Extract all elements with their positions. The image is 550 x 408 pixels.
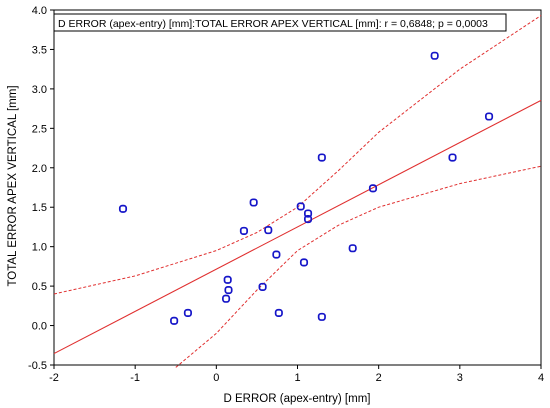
data-point (430, 51, 439, 60)
y-tick-label: 1.0 (32, 242, 47, 254)
x-tick-label: 2 (376, 372, 382, 384)
axes: -2 -1 0 1 2 3 4 -0.5 0.0 0.5 1.0 1.5 2.0 2.5 3.0 3.5 4.0 (28, 5, 544, 384)
data-point (223, 275, 232, 284)
data-point (239, 226, 248, 235)
legend-text: D ERROR (apex-entry) [mm]:TOTAL ERROR AP… (58, 18, 488, 30)
data-point (485, 112, 494, 121)
y-tick-label: 0.5 (32, 281, 47, 293)
data-point (317, 312, 326, 321)
x-tick-label: 0 (213, 372, 219, 384)
data-point (348, 244, 357, 253)
data-point (258, 282, 267, 291)
y-tick-label: 1.5 (32, 202, 47, 214)
data-point (368, 184, 378, 193)
regression-line (53, 99, 542, 355)
data-point (274, 308, 283, 317)
data-point (249, 198, 258, 207)
y-tick-label: 4.0 (32, 5, 47, 17)
data-point (222, 294, 231, 303)
data-point (183, 308, 192, 317)
confidence-band-upper (53, 15, 542, 295)
data-point (304, 209, 313, 218)
confidence-band-lower (175, 165, 542, 368)
y-tick-label: 3.5 (32, 44, 47, 56)
data-point (264, 226, 273, 235)
data-point (224, 286, 233, 295)
legend-box: D ERROR (apex-entry) [mm]:TOTAL ERROR AP… (53, 13, 507, 32)
x-tick-label: 3 (457, 372, 463, 384)
y-tick-label: 3.0 (32, 84, 47, 96)
data-point (304, 215, 313, 224)
data-points (118, 51, 494, 325)
x-tick-label: -2 (49, 372, 59, 384)
data-point (118, 204, 128, 213)
y-tick-label: 2.5 (32, 123, 47, 135)
x-tick-label: 4 (538, 372, 544, 384)
data-point (299, 258, 309, 267)
y-axis-label: TOTAL ERROR APEX VERTICAL [mm] (7, 85, 19, 286)
data-point (317, 153, 326, 162)
x-tick-label: 1 (294, 372, 300, 384)
plot-frame (53, 9, 542, 366)
y-tick-label: 2.0 (32, 163, 47, 175)
regression-curves (53, 15, 542, 368)
y-tick-label: -0.5 (28, 360, 47, 372)
data-point (272, 250, 281, 259)
x-tick-label: -1 (130, 372, 140, 384)
data-point (170, 316, 179, 325)
data-point (296, 202, 305, 211)
x-axis-label: D ERROR (apex-entry) [mm] (224, 393, 371, 405)
y-tick-label: 0.0 (32, 321, 47, 333)
data-point (448, 153, 457, 162)
